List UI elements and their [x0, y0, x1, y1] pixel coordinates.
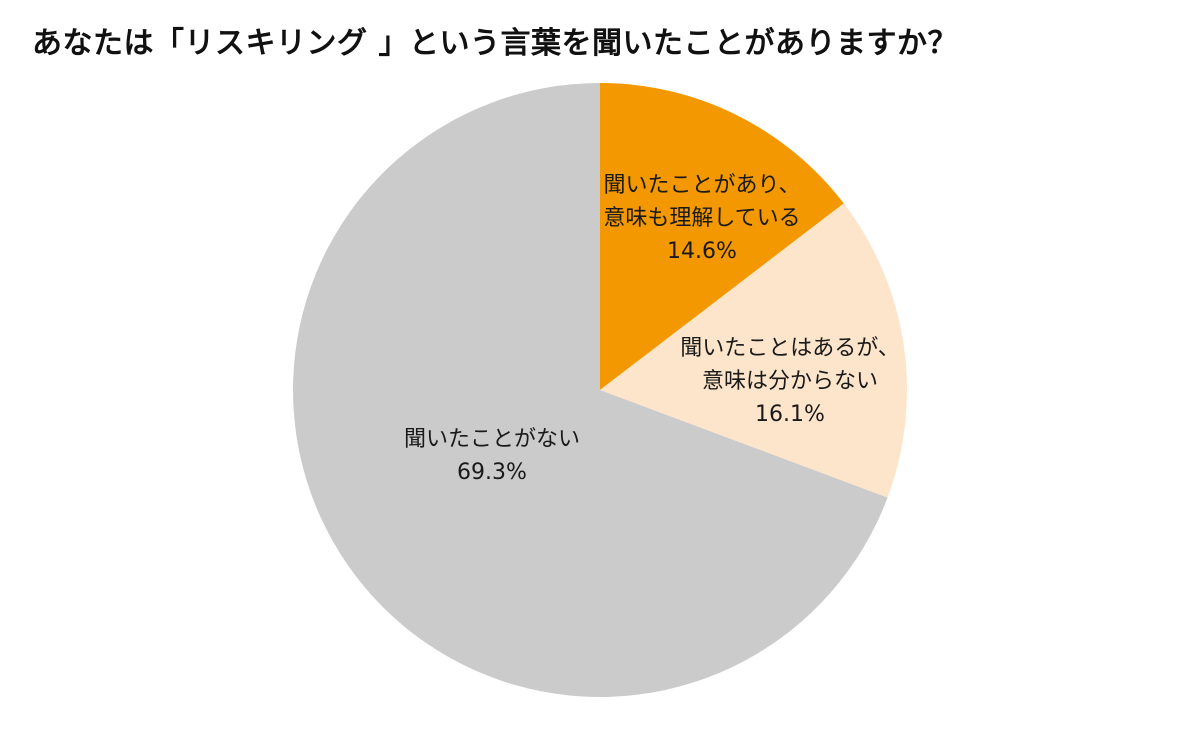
slice-category-label-2: 聞いたことはあるが、 [680, 336, 900, 361]
slice-category-label-2: 意味は分からない [702, 369, 878, 394]
slice-value-label-1: 14.6% [667, 239, 737, 264]
slice-value-label-2: 16.1% [755, 402, 825, 427]
chart-title: あなたは「リスキリング 」という言葉を聞いたことがありますか？ [32, 26, 958, 61]
pie-labels: 聞いたことがあり、意味も理解している 14.6% 聞いたことはあるが、意味は分からな… [404, 173, 900, 485]
pie-slice-2 [600, 203, 907, 498]
pie-slices [292, 83, 907, 697]
pie-slice-1 [600, 83, 844, 390]
pie-slice-3 [292, 83, 888, 697]
slice-value-label-3: 69.3% [457, 460, 527, 485]
slice-category-label-1: 聞いたことがあり、 [603, 173, 800, 198]
slice-category-label-1: 意味も理解している [603, 206, 800, 231]
slice-category-label-3: 聞いたことがない [404, 427, 580, 452]
